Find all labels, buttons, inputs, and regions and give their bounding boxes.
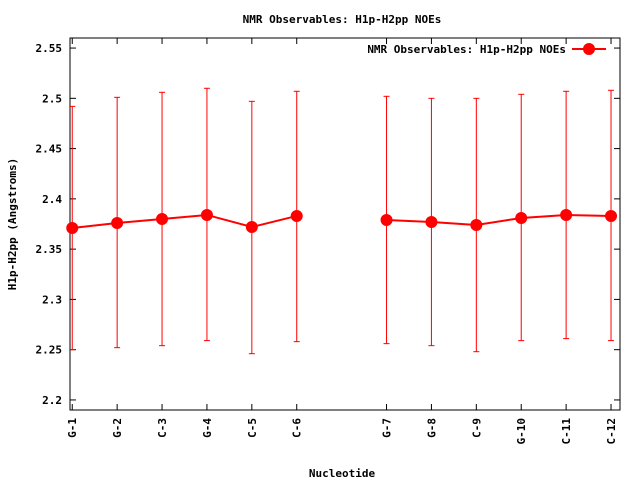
x-tick-label: G-1	[66, 418, 79, 438]
data-point	[245, 221, 258, 234]
legend: NMR Observables: H1p-H2pp NOEs	[367, 43, 606, 56]
y-tick-label: 2.55	[36, 42, 63, 55]
y-axis: 2.2 2.25 2.3 2.35 2.4 2.45 2.5 2.55	[36, 42, 620, 407]
data-point	[156, 212, 169, 225]
data-point	[560, 208, 573, 221]
y-tick-label: 2.35	[36, 243, 63, 256]
x-tick-label: G-2	[111, 418, 124, 438]
data-point	[290, 209, 303, 222]
x-tick-label: G-7	[381, 418, 394, 438]
legend-marker	[583, 43, 595, 55]
data-point	[66, 222, 79, 235]
y-tick-label: 2.4	[42, 193, 62, 206]
y-tick-label: 2.45	[36, 143, 63, 156]
x-tick-label: C-9	[470, 418, 483, 438]
series-layer	[66, 87, 618, 355]
y-axis-label: H1p-H2pp (Angstroms)	[6, 158, 19, 290]
series-line	[386, 213, 612, 227]
y-tick-label: 2.5	[42, 92, 62, 105]
x-tick-label: C-12	[605, 418, 618, 445]
data-point	[425, 215, 438, 228]
data-point	[200, 208, 213, 221]
plot-frame	[69, 37, 621, 411]
x-axis-label: Nucleotide	[309, 467, 376, 480]
y-tick-label: 2.3	[42, 293, 62, 306]
x-axis: G-1 G-2 C-3 G-4 C-5 C-6 G-7 G-8 C-9 G-10 C-11 C-12	[66, 38, 618, 445]
x-tick-label: C-5	[246, 418, 259, 438]
data-point	[380, 213, 393, 226]
series-line	[72, 213, 297, 230]
y-tick-label: 2.2	[42, 394, 62, 407]
chart-title: NMR Observables: H1p-H2pp NOEs	[243, 13, 442, 26]
x-tick-label: C-3	[156, 418, 169, 438]
x-tick-label: G-10	[515, 418, 528, 445]
legend-label: NMR Observables: H1p-H2pp NOEs	[367, 43, 566, 56]
y-tick-label: 2.25	[36, 344, 63, 357]
data-point	[470, 219, 483, 232]
x-tick-label: C-6	[291, 418, 304, 438]
data-point	[111, 216, 124, 229]
x-tick-label: G-4	[201, 418, 214, 438]
data-point	[515, 211, 528, 224]
x-tick-label: C-11	[560, 418, 573, 445]
x-tick-label: G-8	[425, 418, 438, 438]
data-point	[605, 209, 618, 222]
